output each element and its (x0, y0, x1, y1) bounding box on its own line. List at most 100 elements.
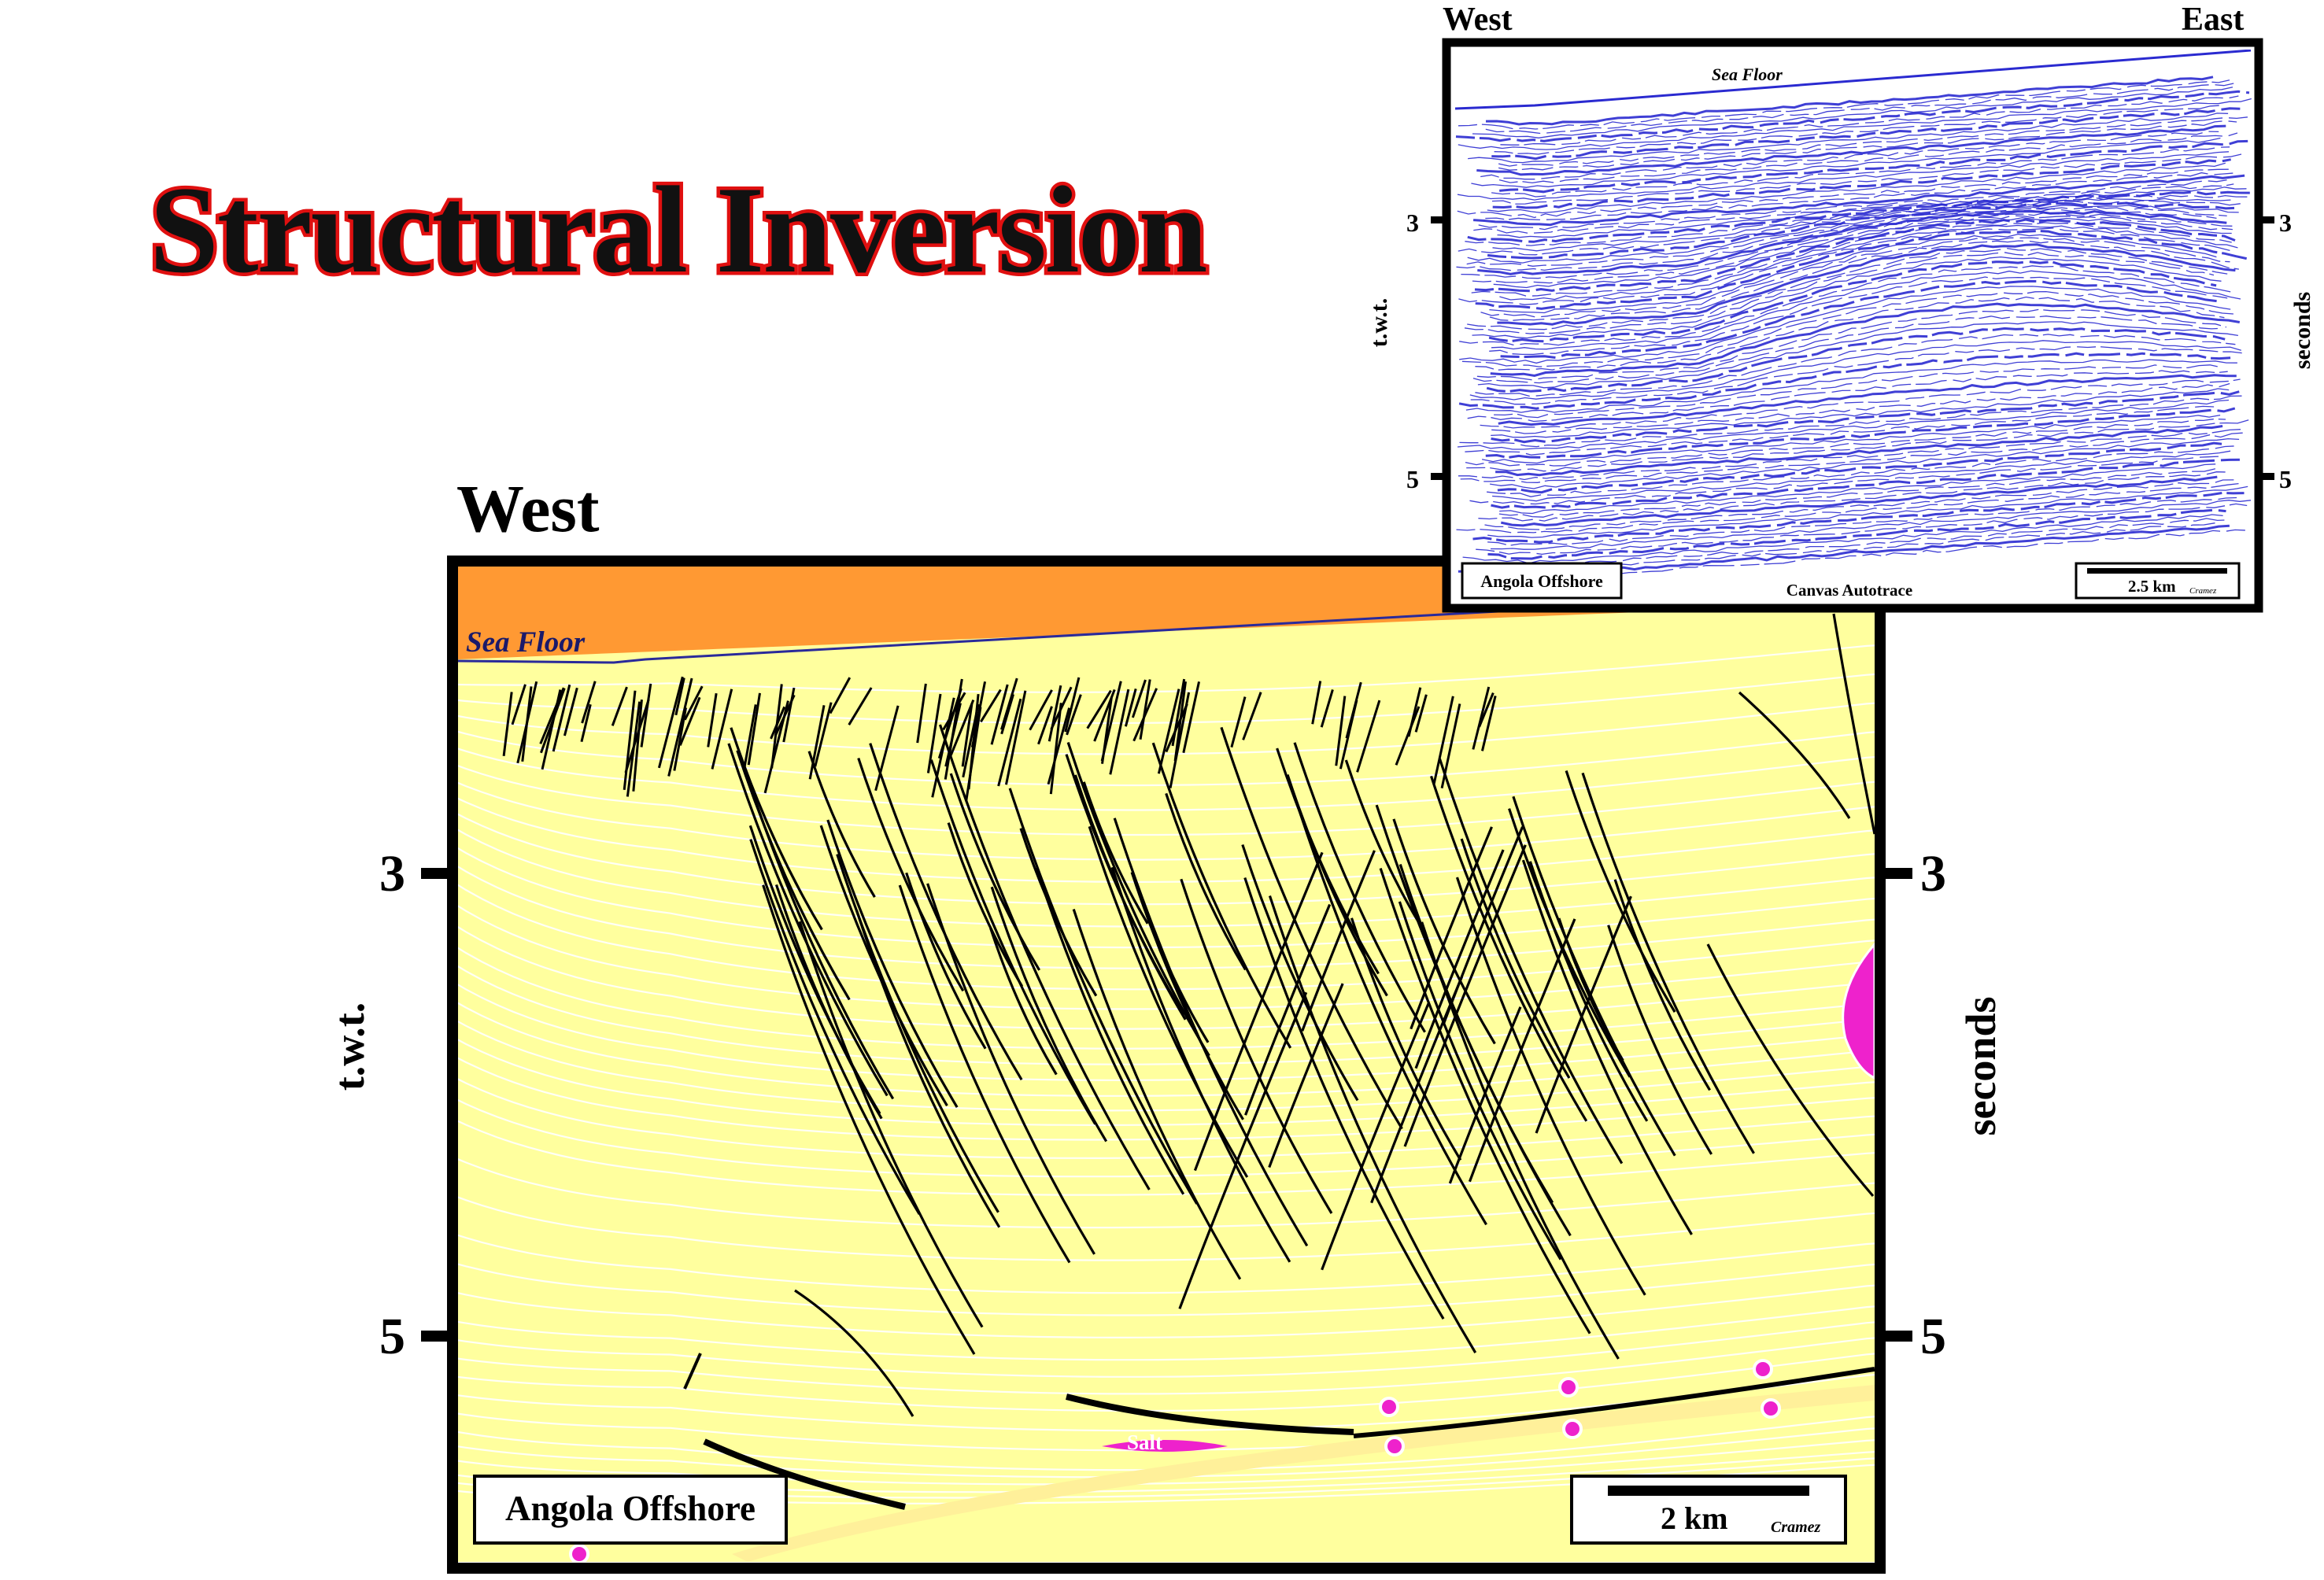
fault (511, 684, 527, 725)
inset-left-tick-5 (1431, 473, 1448, 480)
seismic-reflector (1490, 500, 2252, 550)
fault (1241, 844, 1359, 1102)
fault (1173, 681, 1187, 762)
fault (1448, 1006, 1522, 1184)
horizon-line (458, 925, 1875, 1030)
seismic-reflector (1471, 137, 2221, 188)
seismic-reflector (1457, 151, 2230, 201)
seismic-reflector (1476, 503, 2248, 556)
seismic-reflector (1459, 286, 2231, 364)
left-tick-3 (421, 868, 454, 879)
seismic-reflector (1472, 316, 2223, 384)
fault (1395, 706, 1421, 766)
fault (1565, 770, 1676, 1013)
salt-body (1102, 1440, 1228, 1452)
fault (1178, 991, 1308, 1309)
seismic-reflector (1491, 388, 2230, 438)
fault (1392, 818, 1496, 1045)
seismic-reflector (1466, 206, 2227, 267)
seismic-reflector (1475, 296, 2225, 371)
inset-west-label: West (1443, 2, 1513, 38)
seismic-reflector (1492, 158, 2231, 209)
horizon-line (458, 1196, 1875, 1261)
credit-label: Cramez (1771, 1519, 1821, 1536)
fault (1321, 1002, 1430, 1271)
fault (1165, 792, 1247, 971)
fault (1339, 700, 1358, 770)
horizon-line (458, 813, 1875, 906)
fault (730, 727, 823, 931)
seismic-reflector (1461, 212, 2233, 279)
seismic-reflector (1498, 522, 2215, 572)
fault (762, 884, 976, 1355)
horizon-line (458, 1002, 1875, 1097)
fault (1414, 694, 1428, 733)
horizon-lines (458, 644, 1875, 1504)
fault (623, 690, 637, 790)
fault (657, 676, 684, 769)
seismic-reflector (1499, 224, 2238, 301)
salt-marker (1558, 1377, 1579, 1397)
fault (1311, 681, 1322, 725)
inset-location-box-label: Angola Offshore (1480, 571, 1603, 591)
horizon-line (458, 1337, 1875, 1395)
seismic-reflector (1469, 340, 2241, 401)
fault (798, 921, 984, 1328)
inset-left-tick-label-3: 3 (1406, 209, 1419, 237)
fault (1535, 895, 1632, 1134)
fault (539, 687, 565, 744)
seismic-reflector (1485, 76, 2214, 126)
fault (1356, 700, 1381, 773)
fault (1151, 742, 1292, 1049)
left-tick-label-3: 3 (379, 845, 405, 903)
inset-right-axis-title: seconds (2289, 292, 2315, 369)
fault (1171, 678, 1186, 747)
fault (540, 688, 566, 754)
inset-scale-bar (2087, 568, 2227, 574)
seismic-reflector (1472, 215, 2233, 284)
seismic-reflector (1455, 90, 2250, 142)
inset-credit-label: Cramez (2189, 586, 2217, 596)
seismic-reflector (1493, 216, 2232, 289)
inset-frame (1442, 38, 2263, 613)
horizon-line (458, 1158, 1875, 1229)
seismic-reflector (1465, 359, 2237, 413)
fault (1432, 696, 1454, 784)
fault (1088, 825, 1249, 1178)
inset-right-tick-label-5: 5 (2279, 465, 2292, 493)
fault (794, 1289, 914, 1417)
salt-marker (569, 1544, 589, 1562)
seismic-reflector (1458, 79, 2230, 130)
fault (1193, 851, 1324, 1172)
inset-left-axis-title: t.w.t. (1366, 298, 1392, 348)
fault (990, 684, 1009, 745)
seismic-reflector (1465, 194, 2248, 246)
salt-marker (1384, 1436, 1405, 1456)
seismic-reflector (1498, 132, 2238, 184)
fault (929, 759, 1097, 1125)
fault (931, 697, 955, 798)
seismic-reflector (1485, 82, 2235, 135)
seismic-reflector (1471, 222, 2232, 297)
seismic-reflector (1473, 183, 2234, 234)
page-title: Structural Inversion (150, 161, 1206, 299)
seismic-reflector (1467, 190, 2250, 243)
right-tick-3 (1879, 868, 1912, 879)
seismic-reflector (1467, 370, 2228, 423)
thrust-fault (1066, 1394, 1354, 1435)
seismic-reflector (1487, 485, 2248, 538)
fault (938, 724, 1151, 1191)
seismic-reflector (1478, 179, 2228, 231)
fault (961, 703, 974, 767)
horizon-line (458, 984, 1875, 1081)
fault (1276, 748, 1380, 975)
inset-right-tick-5 (2257, 473, 2274, 480)
seismic-reflector (1458, 429, 2241, 481)
fault (1066, 742, 1210, 1057)
main-west-label: West (456, 471, 600, 546)
fault (1738, 691, 1851, 819)
sea-floor-line (458, 589, 1875, 664)
fault (1370, 976, 1464, 1204)
seismic-reflector (1480, 237, 2230, 318)
left-tick-5 (421, 1331, 454, 1342)
